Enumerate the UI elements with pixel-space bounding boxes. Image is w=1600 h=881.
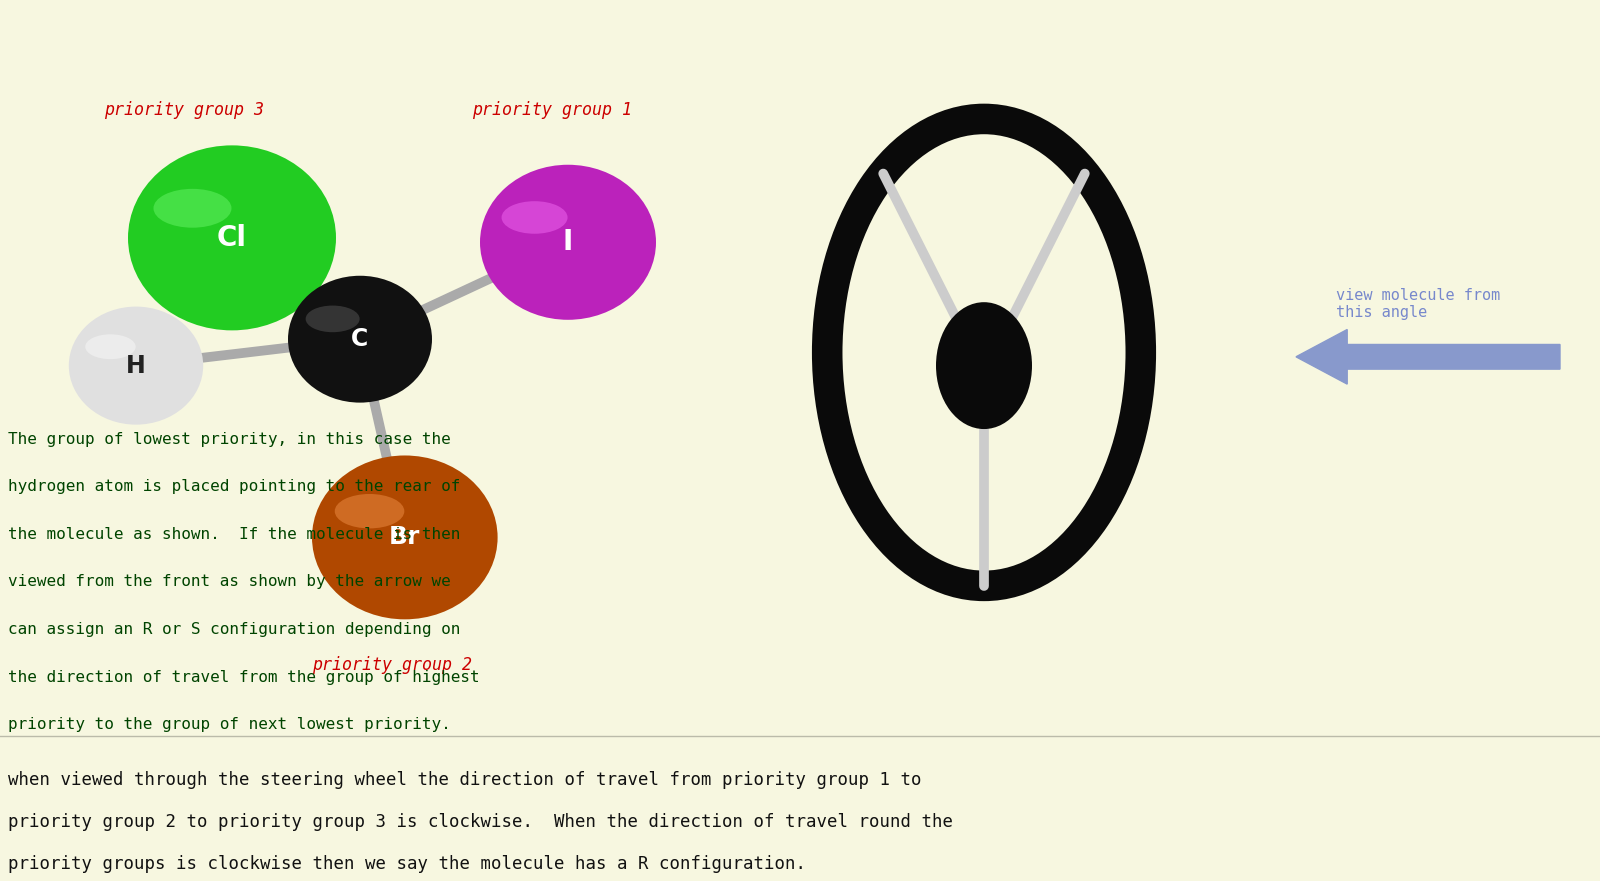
Ellipse shape (936, 302, 1032, 429)
Text: view molecule from
this angle: view molecule from this angle (1336, 288, 1501, 320)
Text: I: I (563, 228, 573, 256)
Text: Cl: Cl (218, 224, 246, 252)
FancyArrow shape (1296, 329, 1560, 384)
Text: can assign an R or S configuration depending on: can assign an R or S configuration depen… (8, 622, 461, 637)
Ellipse shape (154, 189, 232, 227)
Ellipse shape (501, 201, 568, 233)
Text: the direction of travel from the group of highest: the direction of travel from the group o… (8, 670, 480, 685)
Ellipse shape (288, 276, 432, 403)
Text: priority group 2 to priority group 3 is clockwise.  When the direction of travel: priority group 2 to priority group 3 is … (8, 813, 954, 831)
Ellipse shape (480, 165, 656, 320)
Text: C: C (352, 327, 368, 352)
Text: Br: Br (389, 525, 421, 550)
Text: priority to the group of next lowest priority.: priority to the group of next lowest pri… (8, 717, 451, 732)
Text: priority group 3: priority group 3 (104, 101, 264, 119)
Text: hydrogen atom is placed pointing to the rear of: hydrogen atom is placed pointing to the … (8, 479, 461, 494)
Text: priority group 2: priority group 2 (312, 656, 472, 674)
Ellipse shape (69, 307, 203, 425)
Ellipse shape (312, 455, 498, 619)
Text: The group of lowest priority, in this case the: The group of lowest priority, in this ca… (8, 432, 451, 447)
Ellipse shape (334, 494, 405, 529)
Text: priority group 1: priority group 1 (472, 101, 632, 119)
Text: priority groups is clockwise then we say the molecule has a R configuration.: priority groups is clockwise then we say… (8, 855, 806, 873)
Text: viewed from the front as shown by the arrow we: viewed from the front as shown by the ar… (8, 574, 451, 589)
Ellipse shape (306, 306, 360, 332)
Ellipse shape (85, 334, 136, 359)
Text: when viewed through the steering wheel the direction of travel from priority gro: when viewed through the steering wheel t… (8, 771, 922, 788)
Text: the molecule as shown.  If the molecule is then: the molecule as shown. If the molecule i… (8, 527, 461, 542)
Ellipse shape (128, 145, 336, 330)
Text: H: H (126, 353, 146, 378)
